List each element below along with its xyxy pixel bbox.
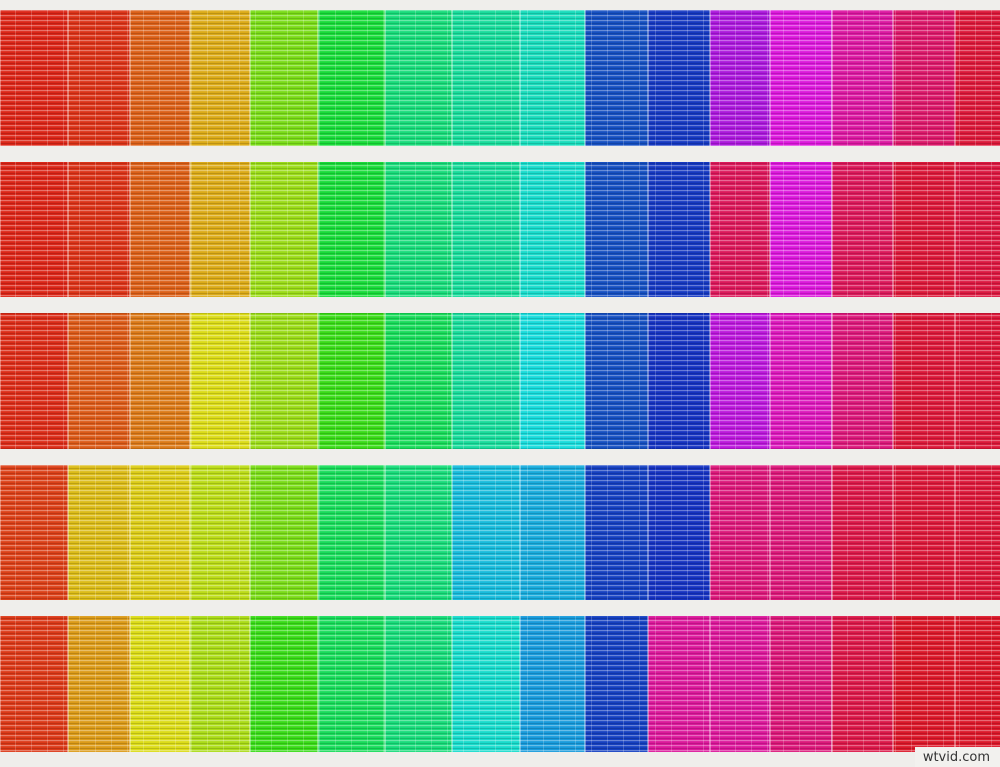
blind-slats — [955, 313, 1000, 449]
blind-slats — [68, 465, 130, 600]
floor-slab — [0, 449, 1000, 465]
blind-slats — [190, 162, 250, 297]
blind-slats — [832, 465, 893, 600]
watermark-backdrop — [915, 747, 1000, 767]
blind-slats — [250, 162, 318, 297]
blind-slats — [585, 465, 648, 600]
blind-slats — [318, 465, 385, 600]
blind-slats — [832, 313, 893, 449]
blind-slats — [452, 10, 520, 146]
blind-slats — [832, 616, 893, 752]
floor-slab — [0, 600, 1000, 616]
blind-slats — [893, 10, 955, 146]
blind-slats — [452, 616, 520, 752]
blind-slats — [955, 162, 1000, 297]
blind-slats — [648, 313, 710, 449]
blind-slats — [585, 10, 648, 146]
blind-slats — [893, 616, 955, 752]
blind-slats — [648, 616, 710, 752]
blind-slats — [130, 10, 190, 146]
blind-slats — [893, 313, 955, 449]
blind-slats — [130, 162, 190, 297]
blind-slats — [585, 616, 648, 752]
blind-slats — [190, 10, 250, 146]
blind-slats — [250, 465, 318, 600]
blind-slats — [250, 10, 318, 146]
blind-slats — [68, 162, 130, 297]
blind-slats — [452, 313, 520, 449]
blind-slats — [318, 313, 385, 449]
blind-slats — [318, 162, 385, 297]
blind-slats — [585, 162, 648, 297]
blind-slats — [710, 616, 770, 752]
blind-slats — [0, 162, 68, 297]
floor-slab — [0, 752, 1000, 767]
blind-slats — [648, 10, 710, 146]
blind-slats — [648, 162, 710, 297]
blind-slats — [832, 10, 893, 146]
blind-slats — [520, 465, 585, 600]
blind-slats — [190, 313, 250, 449]
blind-slats — [770, 616, 832, 752]
blind-slats — [385, 313, 452, 449]
blind-slats — [318, 616, 385, 752]
blind-slats — [520, 616, 585, 752]
blind-slats — [385, 616, 452, 752]
blind-slats — [770, 313, 832, 449]
blind-slats — [385, 10, 452, 146]
blind-slats — [955, 465, 1000, 600]
blind-slats — [520, 162, 585, 297]
blind-slats — [770, 10, 832, 146]
floor-slab — [0, 146, 1000, 162]
blind-slats — [385, 162, 452, 297]
blind-slats — [832, 162, 893, 297]
blind-slats — [68, 313, 130, 449]
blind-slats — [250, 616, 318, 752]
blind-slats — [648, 465, 710, 600]
blind-panels — [0, 10, 1000, 752]
blind-slats — [710, 162, 770, 297]
blind-slats — [0, 10, 68, 146]
blind-slats — [318, 10, 385, 146]
blind-slats — [710, 465, 770, 600]
blind-slats — [190, 616, 250, 752]
blind-slats — [0, 465, 68, 600]
blind-slats — [130, 465, 190, 600]
blind-slats — [452, 162, 520, 297]
blind-slats — [893, 465, 955, 600]
blind-slats — [520, 313, 585, 449]
blind-slats — [250, 313, 318, 449]
blind-slats — [0, 313, 68, 449]
floor-slab — [0, 0, 1000, 10]
blind-slats — [955, 616, 1000, 752]
blind-slats — [130, 616, 190, 752]
blind-slats — [893, 162, 955, 297]
blind-slats — [452, 465, 520, 600]
blind-slats — [770, 465, 832, 600]
blind-slats — [955, 10, 1000, 146]
blind-slats — [68, 10, 130, 146]
blind-slats — [0, 616, 68, 752]
blind-slats — [770, 162, 832, 297]
blind-slats — [710, 10, 770, 146]
blind-slats — [130, 313, 190, 449]
blind-slats — [385, 465, 452, 600]
blind-slats — [585, 313, 648, 449]
blind-slats — [520, 10, 585, 146]
blind-slats — [190, 465, 250, 600]
blind-slats — [710, 313, 770, 449]
floor-slab — [0, 297, 1000, 313]
blind-slats — [68, 616, 130, 752]
watermark: wtvid.com — [923, 750, 990, 765]
